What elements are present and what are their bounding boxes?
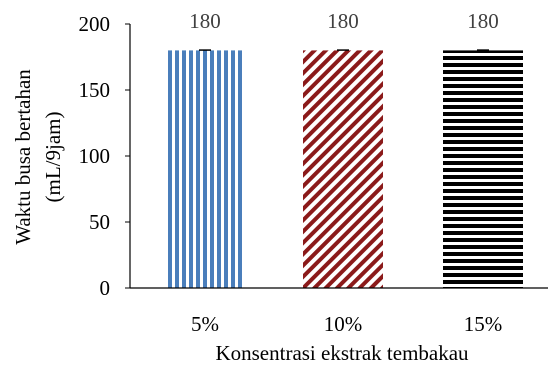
y-tick-label: 150 <box>79 78 111 102</box>
x-tick-label: 15% <box>464 312 503 336</box>
x-tick-labels: 5% 10% 15% <box>191 312 502 336</box>
y-axis-title: Waktu busa bertahan <box>11 69 35 245</box>
y-tick-label: 100 <box>79 144 111 168</box>
y-axis-title-line2: (mL/9jam) <box>41 112 65 203</box>
bar-15-percent <box>443 50 523 289</box>
x-axis-title: Konsentrasi ekstrak tembakau <box>215 341 469 365</box>
y-tick-label: 50 <box>89 210 110 234</box>
data-labels: 180 180 180 <box>189 9 499 33</box>
bar-10-percent <box>303 50 383 289</box>
y-tick-labels: 0 50 100 150 200 <box>79 12 111 300</box>
y-tick-label: 200 <box>79 12 111 36</box>
x-tick-label: 5% <box>191 312 219 336</box>
bars <box>165 50 523 289</box>
y-tick-marks <box>125 23 130 289</box>
data-label: 180 <box>467 9 499 33</box>
x-tick-label: 10% <box>324 312 363 336</box>
data-label: 180 <box>189 9 221 33</box>
bar-5-percent <box>165 50 245 289</box>
y-tick-label: 0 <box>100 276 111 300</box>
data-label: 180 <box>327 9 359 33</box>
y-axis-subtitle: (mL/9jam) <box>41 112 65 203</box>
y-axis-title-line1: Waktu busa bertahan <box>11 69 35 245</box>
